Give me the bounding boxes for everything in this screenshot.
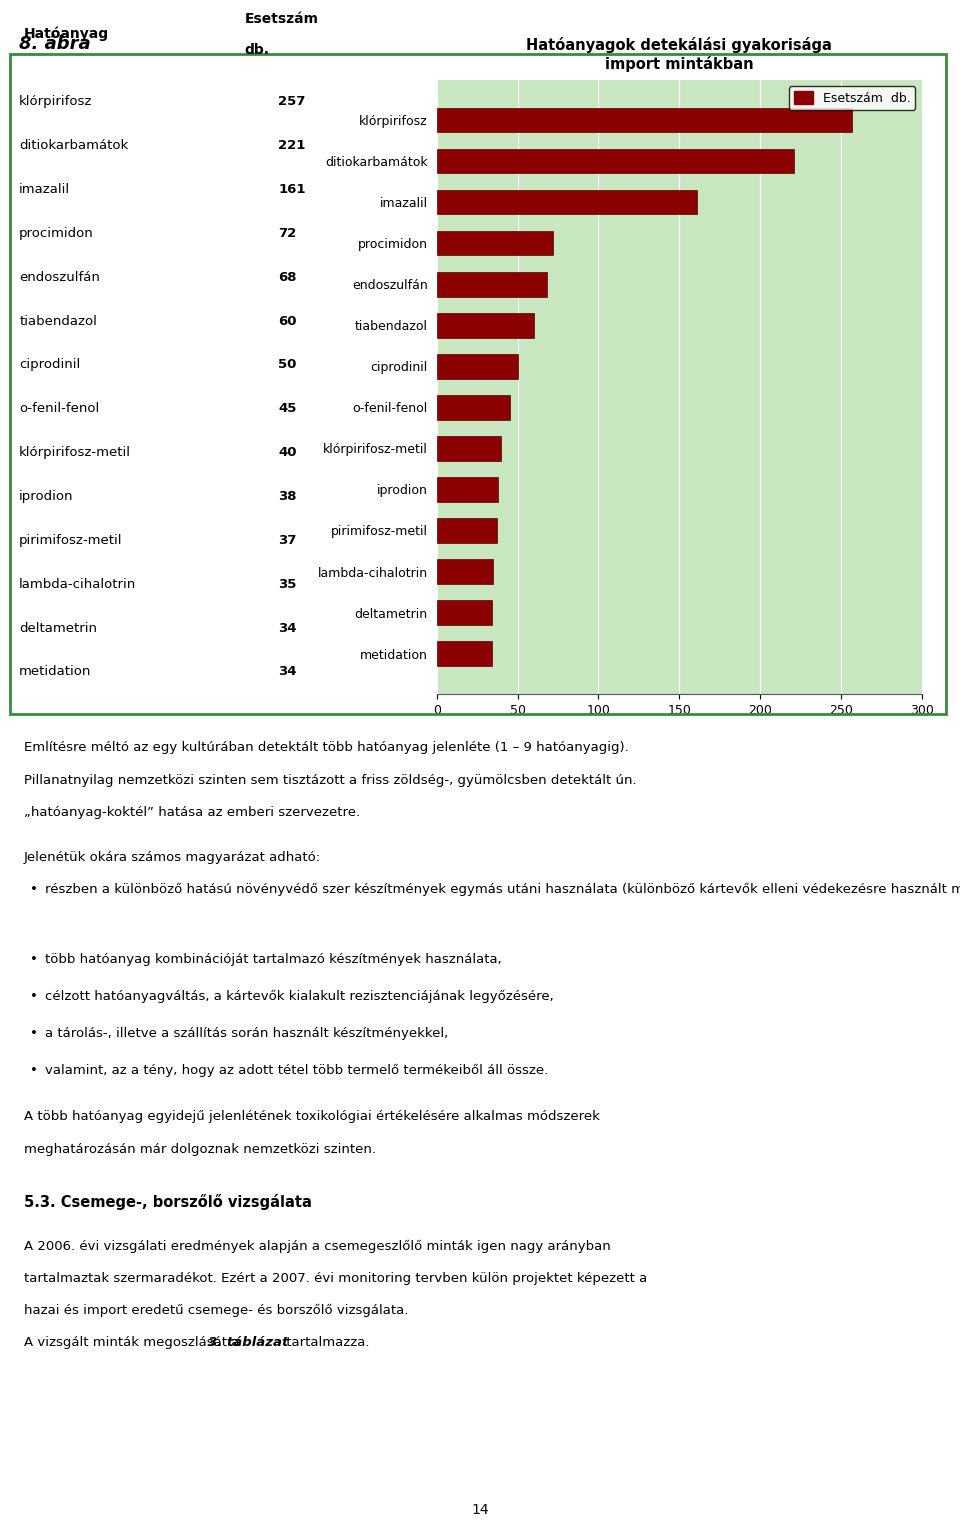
Legend: Esetszám  db.: Esetszám db.: [789, 86, 915, 109]
Text: 38: 38: [278, 490, 297, 503]
Text: 34: 34: [278, 622, 297, 634]
Text: 40: 40: [278, 447, 297, 459]
Text: hazai és import eredetű csemege- és borszőlő vizsgálata.: hazai és import eredetű csemege- és bors…: [24, 1303, 408, 1317]
Bar: [437, 394, 510, 419]
Bar: [437, 600, 492, 625]
Text: endoszulfán: endoszulfán: [19, 270, 100, 284]
Text: 161: 161: [278, 183, 306, 196]
Text: metidation: metidation: [19, 665, 91, 678]
Bar: [437, 477, 498, 502]
Text: deltametrin: deltametrin: [19, 622, 97, 634]
Text: 8. ábra: 8. ábra: [19, 35, 91, 54]
Text: •: •: [30, 883, 37, 896]
Text: pirimifosz-metil: pirimifosz-metil: [19, 534, 123, 546]
Text: ciprodinil: ciprodinil: [19, 358, 81, 371]
Text: klórpirifosz-metil: klórpirifosz-metil: [19, 447, 132, 459]
Text: „hatóanyag-koktél” hatása az emberi szervezetre.: „hatóanyag-koktél” hatása az emberi szer…: [24, 806, 360, 818]
Text: A több hatóanyag egyidejű jelenlétének toxikológiai értékelésére alkalmas módsze: A több hatóanyag egyidejű jelenlétének t…: [24, 1110, 600, 1124]
Text: Jelenétük okára számos magyarázat adható:: Jelenétük okára számos magyarázat adható…: [24, 850, 322, 864]
Title: Hatóanyagok detekálási gyakorisága
import mintákban: Hatóanyagok detekálási gyakorisága impor…: [526, 37, 832, 72]
Bar: [437, 519, 496, 543]
Text: A vizsgált minták megoszlását a: A vizsgált minták megoszlását a: [24, 1335, 244, 1349]
Bar: [437, 230, 553, 255]
Text: •: •: [30, 1027, 37, 1039]
Bar: [437, 436, 501, 460]
Text: iprodion: iprodion: [19, 490, 74, 503]
Bar: [437, 559, 493, 583]
Bar: [437, 313, 534, 338]
Bar: [437, 190, 697, 215]
Text: 257: 257: [278, 95, 306, 109]
Text: ditiokarbamátok: ditiokarbamátok: [19, 140, 129, 152]
Text: 14: 14: [471, 1503, 489, 1517]
Text: db.: db.: [245, 43, 270, 57]
Text: meghatározásán már dolgoznak nemzetközi szinten.: meghatározásán már dolgoznak nemzetközi …: [24, 1142, 376, 1156]
Text: •: •: [30, 990, 37, 1002]
Bar: [437, 272, 546, 296]
Text: 37: 37: [278, 534, 297, 546]
Text: 35: 35: [278, 577, 297, 591]
Text: imazalil: imazalil: [19, 183, 70, 196]
Text: Említésre méltó az egy kultúrában detektált több hatóanyag jelenléte (1 – 9 ható: Említésre méltó az egy kultúrában detekt…: [24, 741, 629, 754]
Text: Pillanatnyilag nemzetközi szinten sem tisztázott a friss zöldség-, gyümölcsben d: Pillanatnyilag nemzetközi szinten sem ti…: [24, 774, 636, 786]
Text: •: •: [30, 1064, 37, 1076]
Text: 34: 34: [278, 665, 297, 678]
Text: klórpirifosz: klórpirifosz: [19, 95, 92, 109]
Text: 221: 221: [278, 140, 306, 152]
Text: célzott hatóanyagváltás, a kártevők kialakult rezisztenciájának legyőzésére,: célzott hatóanyagváltás, a kártevők kial…: [45, 990, 554, 1002]
Text: 50: 50: [278, 358, 297, 371]
Text: valamint, az a tény, hogy az adott tétel több termelő termékeiből áll össze.: valamint, az a tény, hogy az adott tétel…: [45, 1064, 548, 1078]
Bar: [437, 149, 794, 173]
Text: lambda-cihalotrin: lambda-cihalotrin: [19, 577, 136, 591]
Bar: [437, 355, 517, 379]
Text: 68: 68: [278, 270, 297, 284]
Text: 45: 45: [278, 402, 297, 416]
Text: Hatóanyag: Hatóanyag: [24, 28, 109, 41]
Text: tartalmaztak szermaradékot. Ezért a 2007. évi monitoring tervben külön projektet: tartalmaztak szermaradékot. Ezért a 2007…: [24, 1271, 647, 1285]
Text: Esetszám: Esetszám: [245, 12, 319, 26]
Text: 3. táblázat: 3. táblázat: [208, 1335, 289, 1349]
Text: több hatóanyag kombinációját tartalmazó készítmények használata,: több hatóanyag kombinációját tartalmazó …: [45, 953, 502, 966]
Text: tartalmazza.: tartalmazza.: [282, 1335, 370, 1349]
Text: 5.3. Csemege-, borszőlő vizsgálata: 5.3. Csemege-, borszőlő vizsgálata: [24, 1194, 312, 1210]
Text: procimidon: procimidon: [19, 227, 94, 239]
Bar: [437, 642, 492, 666]
Text: részben a különböző hatású növényvédő szer készítmények egymás utáni használata : részben a különböző hatású növényvédő sz…: [45, 883, 960, 896]
Text: •: •: [30, 953, 37, 966]
Text: tiabendazol: tiabendazol: [19, 315, 97, 327]
Bar: [437, 107, 852, 132]
Text: o-fenil-fenol: o-fenil-fenol: [19, 402, 100, 416]
Text: A 2006. évi vizsgálati eredmények alapján a csemegeszlőlő minták igen nagy arány: A 2006. évi vizsgálati eredmények alapjá…: [24, 1239, 611, 1253]
Text: a tárolás-, illetve a szállítás során használt készítményekkel,: a tárolás-, illetve a szállítás során ha…: [45, 1027, 448, 1039]
Text: 72: 72: [278, 227, 297, 239]
Text: 60: 60: [278, 315, 297, 327]
